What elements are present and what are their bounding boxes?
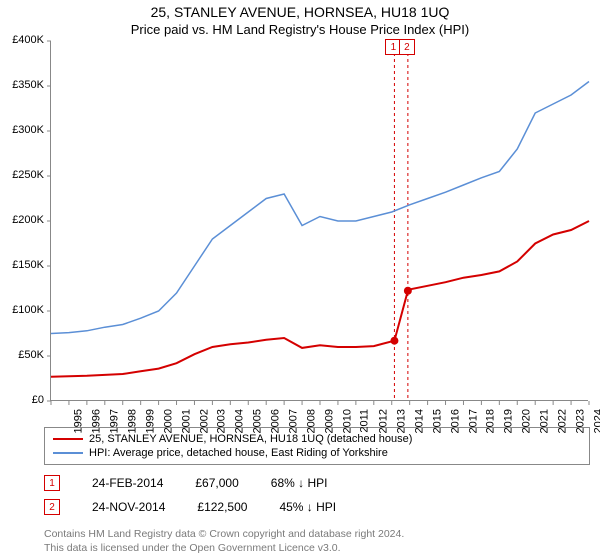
x-tick-label: 2016 xyxy=(449,409,461,433)
x-tick-label: 2008 xyxy=(306,409,318,433)
marker-index: 1 xyxy=(49,478,55,489)
x-tick-label: 1996 xyxy=(90,409,102,433)
marker-table: 1 24-FEB-2014 £67,000 68% ↓ HPI 2 24-NOV… xyxy=(44,471,590,519)
chart-subtitle: Price paid vs. HM Land Registry's House … xyxy=(0,22,600,37)
legend-swatch xyxy=(53,452,83,454)
x-tick-label: 2021 xyxy=(539,409,551,433)
x-tick-label: 2015 xyxy=(431,409,443,433)
x-tick-label: 2004 xyxy=(234,409,246,433)
y-tick-label: £200K xyxy=(0,214,44,226)
legend-label: 25, STANLEY AVENUE, HORNSEA, HU18 1UQ (d… xyxy=(89,433,412,445)
x-tick-label: 2011 xyxy=(359,409,371,433)
x-tick-label: 1998 xyxy=(126,409,138,433)
y-tick-label: £50K xyxy=(0,349,44,361)
y-tick-label: £400K xyxy=(0,34,44,46)
x-tick-label: 1999 xyxy=(144,409,156,433)
x-tick-label: 2000 xyxy=(162,409,174,433)
marker-index-box: 2 xyxy=(44,499,60,515)
marker-date: 24-NOV-2014 xyxy=(92,500,165,514)
marker-date: 24-FEB-2014 xyxy=(92,476,163,490)
legend-item: HPI: Average price, detached house, East… xyxy=(53,446,581,460)
footer-line: Contains HM Land Registry data © Crown c… xyxy=(44,527,590,541)
x-tick-label: 2023 xyxy=(575,409,587,433)
marker-row: 2 24-NOV-2014 £122,500 45% ↓ HPI xyxy=(44,495,590,519)
marker-price: £67,000 xyxy=(195,476,238,490)
marker-row: 1 24-FEB-2014 £67,000 68% ↓ HPI xyxy=(44,471,590,495)
plot-area xyxy=(50,41,588,401)
x-tick-label: 2010 xyxy=(341,409,353,433)
x-tick-label: 2001 xyxy=(180,409,192,433)
legend-label: HPI: Average price, detached house, East… xyxy=(89,447,388,459)
chart-area: £0£50K£100K£150K£200K£250K£300K£350K£400… xyxy=(50,41,588,401)
footer-line: This data is licensed under the Open Gov… xyxy=(44,541,590,555)
x-tick-label: 2005 xyxy=(252,409,264,433)
marker-delta: 45% ↓ HPI xyxy=(279,500,336,514)
x-tick-label: 2007 xyxy=(288,409,300,433)
marker-price: £122,500 xyxy=(197,500,247,514)
y-tick-label: £300K xyxy=(0,124,44,136)
x-tick-label: 2024 xyxy=(593,409,600,433)
figure: 25, STANLEY AVENUE, HORNSEA, HU18 1UQ Pr… xyxy=(0,4,600,560)
chart-title: 25, STANLEY AVENUE, HORNSEA, HU18 1UQ xyxy=(0,4,600,20)
y-tick-label: £0 xyxy=(0,394,44,406)
x-tick-label: 2003 xyxy=(216,409,228,433)
marker-index-box: 1 xyxy=(44,475,60,491)
y-tick-label: £100K xyxy=(0,304,44,316)
legend-swatch xyxy=(53,438,83,440)
marker-delta: 68% ↓ HPI xyxy=(271,476,328,490)
plot-svg xyxy=(51,41,589,401)
marker-flag: 2 xyxy=(399,39,415,55)
legend-item: 25, STANLEY AVENUE, HORNSEA, HU18 1UQ (d… xyxy=(53,432,581,446)
y-tick-label: £250K xyxy=(0,169,44,181)
x-tick-label: 1995 xyxy=(72,409,84,433)
footer-text: Contains HM Land Registry data © Crown c… xyxy=(44,527,590,555)
x-tick-label: 2020 xyxy=(521,409,533,433)
y-tick-label: £150K xyxy=(0,259,44,271)
x-tick-label: 2006 xyxy=(270,409,282,433)
x-tick-label: 2018 xyxy=(485,409,497,433)
x-tick-label: 1997 xyxy=(108,409,120,433)
x-tick-label: 2013 xyxy=(395,409,407,433)
x-tick-label: 2002 xyxy=(198,409,210,433)
x-tick-label: 2022 xyxy=(557,409,569,433)
marker-index: 2 xyxy=(49,502,55,513)
x-tick-label: 2009 xyxy=(324,409,336,433)
x-tick-label: 2012 xyxy=(377,409,389,433)
x-tick-label: 2019 xyxy=(503,409,515,433)
x-tick-label: 2014 xyxy=(413,409,425,433)
y-tick-label: £350K xyxy=(0,79,44,91)
x-tick-label: 2017 xyxy=(467,409,479,433)
